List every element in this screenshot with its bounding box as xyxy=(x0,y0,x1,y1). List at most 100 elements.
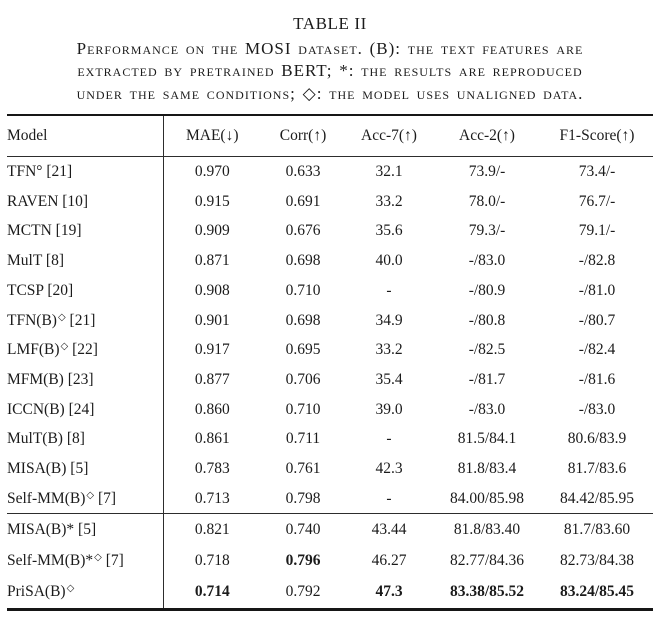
model-name: TCSP xyxy=(7,281,44,299)
mae-cell: 0.970 xyxy=(162,156,261,187)
table-row: MISA(B) [5] 0.783 0.761 42.3 81.8/83.4 81.7/8… xyxy=(7,454,653,484)
corr-cell: 0.695 xyxy=(285,341,321,359)
table-row: LMF(B)◇ [22] 0.917 0.695 33.2 -/82.5 -/82.4 xyxy=(7,335,653,366)
column-header-acc7: Acc-7(↑) xyxy=(345,115,433,158)
mae-cell: 0.718 xyxy=(162,545,261,577)
corr-cell: 0.740 xyxy=(261,513,345,546)
model-name: Self-MM(B) xyxy=(7,489,86,507)
table-title: TABLE II xyxy=(293,14,367,33)
model-citation-ref: [24] xyxy=(64,400,95,418)
acc7-cell: 34.9 xyxy=(375,311,403,329)
mae-cell: 0.915 xyxy=(162,186,261,217)
f1-cell: 82.73/84.38 xyxy=(559,552,635,570)
mae-cell: 0.861 xyxy=(162,424,261,455)
f1-cell: -/81.0 xyxy=(578,281,616,299)
mae-cell: 0.871 xyxy=(162,246,261,276)
model-cell: LMF(B)◇ [22] xyxy=(7,335,163,365)
model-name: MulT xyxy=(7,252,43,270)
corr-cell: 0.796 xyxy=(285,552,321,570)
f1-cell: -/80.7 xyxy=(578,311,616,329)
model-citation-ref: [21] xyxy=(42,163,73,181)
model-cell: TFN(B)◇ [21] xyxy=(7,306,163,336)
mae-cell: 0.877 xyxy=(162,365,261,395)
corr-cell: 0.761 xyxy=(285,459,321,477)
column-header-corr: Corr(↑) xyxy=(261,115,345,158)
table-row: MulT [8] 0.871 0.698 40.0 -/83.0 -/82.8 xyxy=(7,246,653,276)
model-cell: TFN° [21] xyxy=(7,157,163,187)
mae-cell: 0.714 xyxy=(162,576,261,610)
f1-cell: 76.7/- xyxy=(578,192,616,210)
mae-cell: 0.783 xyxy=(162,454,261,484)
model-name: MISA(B) xyxy=(7,459,67,477)
table-row: TFN(B)◇ [21] 0.901 0.698 34.9 -/80.8 -/80.7 xyxy=(7,305,653,336)
corr-cell: 0.798 xyxy=(285,489,321,507)
model-cell: MulT [8] xyxy=(7,246,163,276)
model-cell: MFM(B) [23] xyxy=(7,365,163,395)
model-citation-ref: [19] xyxy=(51,222,82,240)
acc2-cell: -/80.9 xyxy=(468,281,506,299)
model-name: TFN(B) xyxy=(7,311,57,329)
table-row: MISA(B)* [5] 0.821 0.740 43.44 81.8/83.40 81.… xyxy=(7,513,653,546)
model-name: MFM(B) xyxy=(7,370,64,388)
mae-cell: 0.821 xyxy=(162,513,261,546)
mae-cell: 0.713 xyxy=(162,483,261,514)
model-name: MulT(B) xyxy=(7,430,63,448)
table-row: TFN° [21] 0.970 0.633 32.1 73.9/- 73.4/- xyxy=(7,156,653,187)
acc7-cell: 47.3 xyxy=(375,583,403,601)
model-cell: TCSP [20] xyxy=(7,276,163,306)
f1-cell: 73.4/- xyxy=(578,163,616,181)
mae-cell: 0.860 xyxy=(162,394,261,425)
acc2-cell: 78.0/- xyxy=(468,192,506,210)
acc7-cell: 35.6 xyxy=(375,222,403,240)
acc2-cell: 81.8/83.40 xyxy=(433,513,541,546)
acc2-cell: 83.38/85.52 xyxy=(449,583,525,601)
corr-cell: 0.633 xyxy=(285,163,321,181)
model-name: PriSA(B) xyxy=(7,583,66,601)
model-citation-ref: [10] xyxy=(58,192,89,210)
caption-line: extracted by pretrained BERT; *: the res… xyxy=(77,61,583,81)
model-citation-ref: [22] xyxy=(68,341,98,359)
caption-line: Performance on the MOSI dataset. (B): th… xyxy=(76,39,584,58)
mae-cell: 0.917 xyxy=(162,335,261,366)
acc7-cell: 39.0 xyxy=(375,400,403,418)
acc2-cell: -/83.0 xyxy=(468,252,506,270)
corr-cell: 0.691 xyxy=(285,192,321,210)
acc2-cell: 84.00/85.98 xyxy=(449,489,525,507)
acc2-cell: -/80.8 xyxy=(468,311,506,329)
corr-cell: 0.711 xyxy=(285,430,321,448)
model-cell: ICCN(B) [24] xyxy=(7,395,163,425)
model-name: MISA(B)* xyxy=(7,521,75,539)
table-row: MCTN [19] 0.909 0.676 35.6 79.3/- 79.1/- xyxy=(7,216,653,247)
f1-cell: -/81.6 xyxy=(578,370,616,388)
model-citation-ref: [8] xyxy=(42,252,64,270)
f1-cell: 81.7/83.60 xyxy=(541,513,653,546)
table-row: MFM(B) [23] 0.877 0.706 35.4 -/81.7 -/81.6 xyxy=(7,365,653,395)
acc7-cell: 35.4 xyxy=(375,370,403,388)
model-superscript-symbol: ◇ xyxy=(86,489,95,501)
f1-cell: -/82.4 xyxy=(578,341,616,359)
f1-cell: -/82.8 xyxy=(578,252,616,270)
model-citation-ref: [5] xyxy=(66,459,89,477)
model-name: LMF(B) xyxy=(7,341,60,359)
model-name: Self-MM(B)* xyxy=(7,552,94,570)
f1-cell: -/83.0 xyxy=(578,400,616,418)
acc7-cell: 43.44 xyxy=(345,513,433,546)
model-citation-ref: [7] xyxy=(101,552,124,570)
model-cell: Self-MM(B)*◇ [7] xyxy=(7,546,163,577)
model-superscript-symbol: ◇ xyxy=(66,583,75,595)
table-body: TFN° [21] 0.970 0.633 32.1 73.9/- 73.4/- RAVEN… xyxy=(7,156,653,610)
corr-cell: 0.698 xyxy=(285,311,321,329)
corr-cell: 0.710 xyxy=(285,281,321,299)
model-name: TFN° xyxy=(7,163,43,181)
acc7-cell: 42.3 xyxy=(375,459,403,477)
model-name: RAVEN xyxy=(7,192,59,210)
model-citation-ref: [8] xyxy=(62,430,85,448)
corr-cell: 0.698 xyxy=(285,252,321,270)
acc2-cell: 79.3/- xyxy=(468,222,506,240)
f1-cell: 84.42/85.95 xyxy=(559,489,635,507)
table-row: Self-MM(B)*◇ [7] 0.718 0.796 46.27 82.77/84.… xyxy=(7,545,653,577)
acc2-cell: -/83.0 xyxy=(468,400,506,418)
model-citation-ref: [23] xyxy=(63,370,94,388)
corr-cell: 0.792 xyxy=(285,583,321,601)
acc7-cell: 32.1 xyxy=(375,163,403,181)
